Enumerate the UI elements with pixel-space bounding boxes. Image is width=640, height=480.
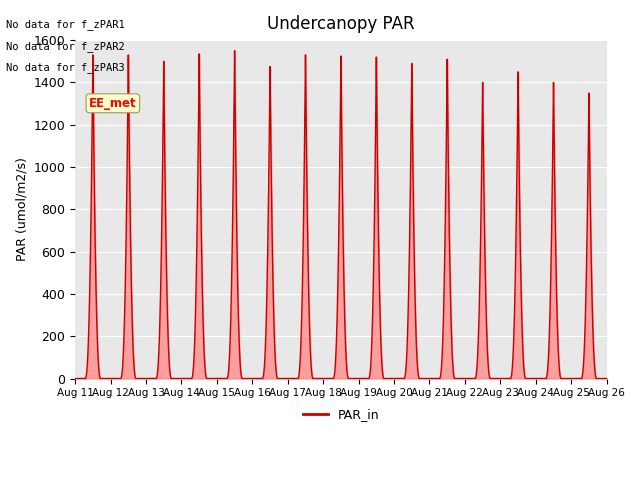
Text: No data for f_zPAR3: No data for f_zPAR3 (6, 62, 125, 73)
Text: No data for f_zPAR1: No data for f_zPAR1 (6, 19, 125, 30)
Text: EE_met: EE_met (89, 97, 137, 110)
Legend: PAR_in: PAR_in (298, 403, 384, 426)
Y-axis label: PAR (umol/m2/s): PAR (umol/m2/s) (15, 157, 28, 261)
Title: Undercanopy PAR: Undercanopy PAR (267, 15, 415, 33)
Text: No data for f_zPAR2: No data for f_zPAR2 (6, 41, 125, 52)
